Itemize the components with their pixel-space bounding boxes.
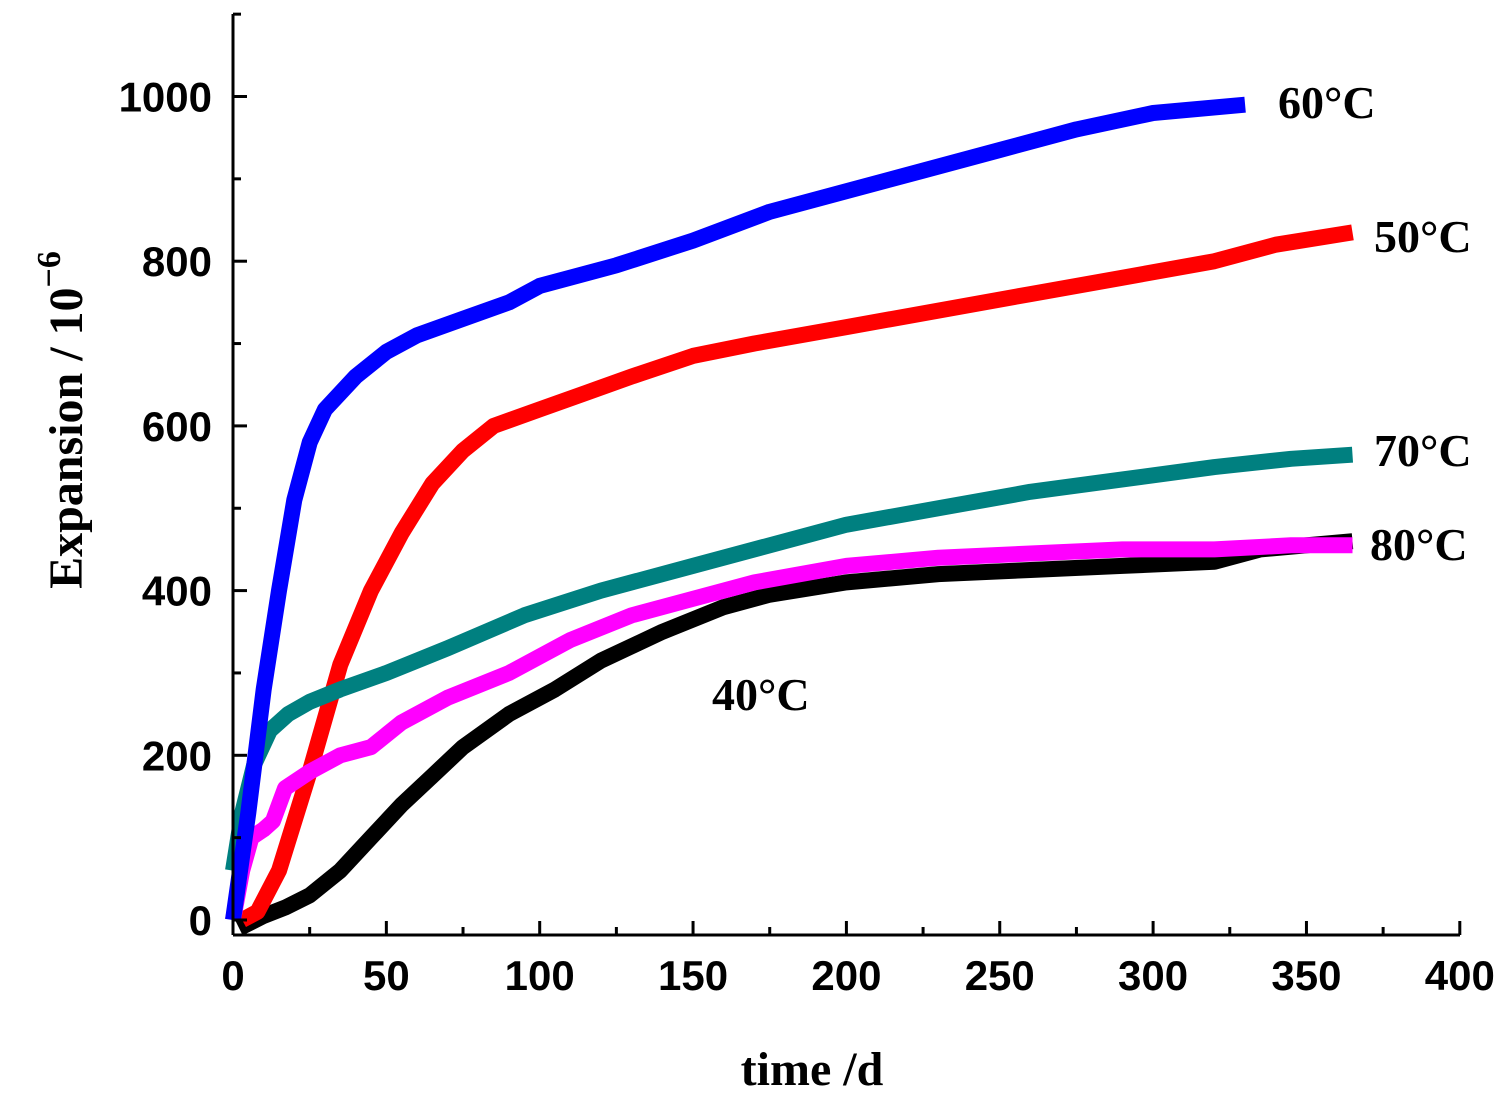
x-tick-label: 200 [811, 952, 881, 999]
series-layer [225, 96, 1354, 936]
y-axis-title: Expansion / 10−6 [31, 251, 93, 589]
series-label-40c: 40°C [712, 669, 810, 720]
series-label-50c: 50°C [1374, 211, 1472, 262]
x-tick-label: 150 [658, 952, 728, 999]
y-tick-label: 0 [189, 897, 212, 944]
series-line-60c [225, 96, 1246, 922]
x-tick-label: 350 [1271, 952, 1341, 999]
labels-layer: 40°C 50°C 60°C 70°C 80°C [712, 77, 1472, 720]
y-tick-label: 600 [142, 403, 212, 450]
series-line-40c [235, 533, 1354, 936]
x-axis-title: time /d [741, 1043, 884, 1096]
series-line-80c [225, 537, 1353, 922]
series-line-50c [238, 224, 1354, 928]
series-line-70c [225, 446, 1354, 872]
y-tick-label: 1000 [119, 74, 212, 121]
x-tick-label: 0 [221, 952, 244, 999]
y-tick-label: 800 [142, 238, 212, 285]
x-tick-label: 250 [965, 952, 1035, 999]
y-axis-title-main: Expansion / 10 [40, 287, 93, 588]
x-tick-label: 100 [505, 952, 575, 999]
series-label-70c: 70°C [1374, 425, 1472, 476]
series-label-80c: 80°C [1370, 519, 1468, 570]
ticks-layer: 0 50 100 150 200 250 300 350 400 0 200 400 600 800 100… [119, 12, 1495, 999]
x-tick-label: 300 [1118, 952, 1188, 999]
y-tick-label: 400 [142, 568, 212, 615]
x-tick-label: 400 [1425, 952, 1495, 999]
x-tick-label: 50 [363, 952, 410, 999]
y-tick-label: 200 [142, 732, 212, 779]
y-axis-title-exponent: −6 [31, 251, 68, 287]
series-label-60c: 60°C [1278, 77, 1376, 128]
